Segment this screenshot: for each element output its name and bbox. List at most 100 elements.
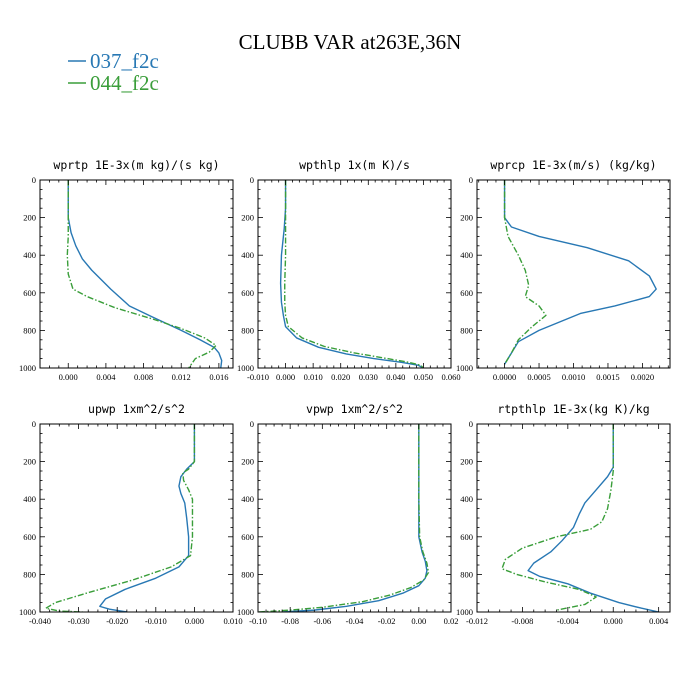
x-tick-label: -0.04 <box>346 616 364 626</box>
series-line-037_f2c <box>527 424 659 612</box>
x-tick-label: 0.030 <box>359 372 378 382</box>
y-tick-label: 1000 <box>456 607 473 617</box>
panel-frame <box>257 423 452 613</box>
panel-title: upwp 1xm^2/s^2 <box>88 402 185 416</box>
y-tick-label: 800 <box>23 325 36 335</box>
x-tick-label: 0.000 <box>276 372 295 382</box>
series-line-037_f2c <box>503 180 657 365</box>
x-tick-label: -0.08 <box>281 616 299 626</box>
panel-6: rtpthlp 1E-3x(kg K)/kg -0.012 -0.008 -0.004… <box>456 402 671 626</box>
y-tick-label: 800 <box>460 325 473 335</box>
x-tick-label: -0.06 <box>313 616 331 626</box>
series-line-044_f2c <box>45 424 196 612</box>
y-tick-label: 800 <box>241 325 254 335</box>
y-tick-label: 1000 <box>19 607 36 617</box>
x-tick-label: 0.004 <box>649 616 669 626</box>
legend-label-044_f2c: 044_f2c <box>90 71 159 95</box>
panel-2: wpthlp 1x(m K)/s -0.010 0.000 0.010 0.020 0.0… <box>237 158 461 382</box>
panel-4: upwp 1xm^2/s^2 -0.040 -0.030 -0.020 -0.010 0.… <box>19 402 243 626</box>
panel-5: vpwp 1xm^2/s^2 -0.10 -0.08 -0.06 -0.04 -0.02 0… <box>237 402 458 626</box>
y-tick-label: 400 <box>241 250 254 260</box>
panel-1: wprtp 1E-3x(m kg)/(s kg) 0.000 0.004 0.008 0… <box>19 158 234 382</box>
y-tick-label: 0 <box>469 175 473 185</box>
legend-label-037_f2c: 037_f2c <box>90 49 159 73</box>
series-line-037_f2c <box>99 424 196 612</box>
x-tick-label: 0.000 <box>604 616 623 626</box>
y-tick-label: 1000 <box>19 363 36 373</box>
x-tick-label: 0.020 <box>331 372 350 382</box>
panel-frame <box>39 423 234 613</box>
y-tick-label: 200 <box>241 457 254 467</box>
x-tick-label: -0.012 <box>466 616 488 626</box>
y-tick-label: 600 <box>241 532 254 542</box>
x-tick-label: -0.020 <box>106 616 128 626</box>
y-tick-label: 200 <box>23 457 36 467</box>
x-tick-label: 0.02 <box>444 616 459 626</box>
x-tick-label: -0.010 <box>145 616 167 626</box>
x-tick-label: 0.00 <box>411 616 426 626</box>
y-tick-label: 200 <box>23 213 36 223</box>
y-tick-label: 800 <box>460 569 473 579</box>
x-tick-label: -0.008 <box>511 616 533 626</box>
y-tick-label: 600 <box>460 532 473 542</box>
y-tick-label: 600 <box>241 288 254 298</box>
x-tick-label: 0.008 <box>134 372 153 382</box>
x-tick-label: 0.0010 <box>562 372 585 382</box>
y-tick-label: 400 <box>460 494 473 504</box>
series-line-044_f2c <box>501 424 614 611</box>
y-tick-label: 0 <box>32 419 36 429</box>
panel-frame <box>257 179 452 369</box>
panel-title: wprcp 1E-3x(m/s) (kg/kg) <box>490 158 656 172</box>
y-tick-label: 0 <box>250 175 254 185</box>
x-tick-label: 0.016 <box>209 372 228 382</box>
panel-title: wprtp 1E-3x(m kg)/(s kg) <box>53 158 219 172</box>
x-tick-label: 0.012 <box>172 372 191 382</box>
x-tick-label: -0.040 <box>29 616 51 626</box>
panel-frame <box>476 423 671 613</box>
x-tick-label: 0.000 <box>59 372 78 382</box>
y-tick-label: 800 <box>241 569 254 579</box>
x-tick-label: -0.030 <box>68 616 90 626</box>
panel-frame <box>476 179 671 369</box>
y-tick-label: 200 <box>241 213 254 223</box>
series-line-044_f2c <box>258 424 430 612</box>
y-tick-label: 0 <box>469 419 473 429</box>
y-tick-label: 600 <box>23 532 36 542</box>
panel-3: wprcp 1E-3x(m/s) (kg/kg) 0.0000 0.0005 0.00… <box>456 158 671 382</box>
x-tick-label: 0.0000 <box>493 372 516 382</box>
x-tick-label: 0.060 <box>441 372 460 382</box>
y-tick-label: 1000 <box>237 363 254 373</box>
y-tick-label: 1000 <box>456 363 473 373</box>
y-tick-label: 400 <box>23 250 36 260</box>
y-tick-label: 200 <box>460 457 473 467</box>
panel-title: rtpthlp 1E-3x(kg K)/kg <box>497 402 649 416</box>
y-tick-label: 400 <box>241 494 254 504</box>
y-tick-label: 400 <box>460 250 473 260</box>
series-line-037_f2c <box>282 424 428 612</box>
y-tick-label: 400 <box>23 494 36 504</box>
y-tick-label: 1000 <box>237 607 254 617</box>
x-tick-label: 0.0015 <box>596 372 619 382</box>
series-line-037_f2c <box>67 180 223 368</box>
x-tick-label: 0.040 <box>386 372 405 382</box>
series-line-044_f2c <box>503 180 547 365</box>
series-line-044_f2c <box>66 180 217 368</box>
x-tick-label: 0.010 <box>304 372 323 382</box>
x-tick-label: -0.010 <box>247 372 269 382</box>
x-tick-label: 0.004 <box>96 372 116 382</box>
series-line-044_f2c <box>284 180 424 368</box>
x-tick-label: 0.000 <box>185 616 204 626</box>
x-tick-label: 0.0020 <box>631 372 654 382</box>
figure-title: CLUBB VAR at263E,36N <box>239 30 462 54</box>
x-tick-label: 0.010 <box>223 616 242 626</box>
series-line-037_f2c <box>279 180 424 368</box>
panel-title: wpthlp 1x(m K)/s <box>299 158 410 172</box>
y-tick-label: 800 <box>23 569 36 579</box>
x-tick-label: 0.050 <box>414 372 433 382</box>
x-tick-label: 0.0005 <box>527 372 550 382</box>
x-tick-label: -0.02 <box>378 616 396 626</box>
x-tick-label: -0.004 <box>557 616 580 626</box>
panels: wprtp 1E-3x(m kg)/(s kg)0.000 0.004 0.008 0… <box>19 158 671 626</box>
y-tick-label: 0 <box>250 419 254 429</box>
